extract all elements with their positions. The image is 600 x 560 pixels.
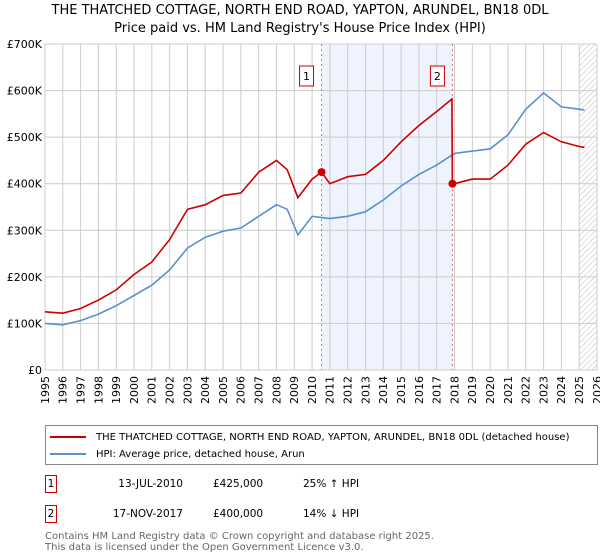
x-tick-label: 2022 [520,376,533,404]
x-tick-label: 2024 [555,376,568,404]
x-tick-label: 2013 [359,376,372,404]
x-tick-label: 2002 [163,376,176,404]
chart-subtitle: Price paid vs. HM Land Registry's House … [114,21,486,36]
x-tick-label: 2009 [288,376,301,404]
y-tick-label: £600K [7,85,43,98]
y-tick-label: £500K [7,131,43,144]
x-tick-label: 1999 [110,376,123,404]
x-tick-label: 2010 [306,376,319,404]
x-tick-label: 2018 [448,376,461,404]
legend-item-property: THE THATCHED COTTAGE, NORTH END ROAD, YA… [50,429,569,445]
legend-swatch-red [50,436,86,438]
transaction-marker: 2 [45,505,57,523]
footer: Contains HM Land Registry data © Crown c… [45,531,434,553]
sale-point [317,168,326,177]
x-tick-label: 2000 [128,376,141,404]
sale-period-shading [321,44,453,370]
x-tick-label: 2001 [146,376,159,404]
x-tick-label: 2026 [591,376,600,404]
chart-title: THE THATCHED COTTAGE, NORTH END ROAD, YA… [51,3,549,18]
x-tick-label: 2016 [413,376,426,404]
hpi-line [44,91,585,326]
x-tick-label: 2025 [573,376,586,404]
footer-copyright: Contains HM Land Registry data © Crown c… [45,531,434,542]
x-tick-label: 2020 [484,376,497,404]
transaction-hpi: 25% ↑ HPI [303,478,360,490]
x-tick-label: 2008 [270,376,283,404]
annotation-box [299,65,315,87]
sale-point [448,179,457,188]
x-tick-label: 1995 [39,376,52,404]
y-tick-label: £100K [7,317,43,330]
plot-frame [44,43,598,371]
annotation-label: 1 [303,70,310,83]
footer-licence: This data is licensed under the Open Gov… [45,542,364,553]
x-tick-label: 1998 [92,376,105,404]
transaction-hpi: 14% ↓ HPI [303,508,360,520]
x-tick-label: 2023 [537,376,550,404]
transaction-date: 17-NOV-2017 [112,508,183,520]
forecast-hatch [579,44,597,370]
y-tick-label: £700K [7,38,43,51]
x-tick-label: 2004 [199,376,212,404]
x-tick-label: 2003 [181,376,194,404]
transaction-price: £400,000 [213,508,264,520]
x-tick-label: 2019 [466,376,479,404]
legend-item-hpi: HPI: Average price, detached house, Arun [50,446,305,462]
transaction-date: 13-JUL-2010 [118,478,183,490]
x-tick-label: 2014 [377,376,390,404]
x-tick-label: 2007 [253,376,266,404]
x-tick-label: 2005 [217,376,230,404]
legend-swatch-blue [50,453,86,455]
price-chart: 1995 1996 1997 1998 1999 2000 2001 2002 2003 2004… [7,38,600,404]
y-tick-label: £200K [7,271,43,284]
x-tick-label: 1997 [74,376,87,404]
transaction-marker: 1 [45,475,57,493]
x-tick-label: 2017 [431,376,444,404]
legend-label: HPI: Average price, detached house, Arun [96,448,305,460]
annotation-box [429,65,445,87]
y-tick-label: £0 [28,364,42,377]
x-tick-label: 1996 [57,376,70,404]
x-tick-label: 2021 [502,376,515,404]
property-price-line [44,97,585,315]
x-tick-label: 2012 [342,376,355,404]
annotation-label: 2 [434,70,441,83]
legend: THE THATCHED COTTAGE, NORTH END ROAD, YA… [45,425,598,465]
x-tick-label: 2011 [324,376,337,404]
x-tick-label: 2006 [235,376,248,404]
transaction-price: £425,000 [213,478,264,490]
y-tick-label: £400K [7,178,43,191]
x-tick-label: 2015 [395,376,408,404]
y-tick-label: £300K [7,224,43,237]
legend-label: THE THATCHED COTTAGE, NORTH END ROAD, YA… [96,431,570,443]
